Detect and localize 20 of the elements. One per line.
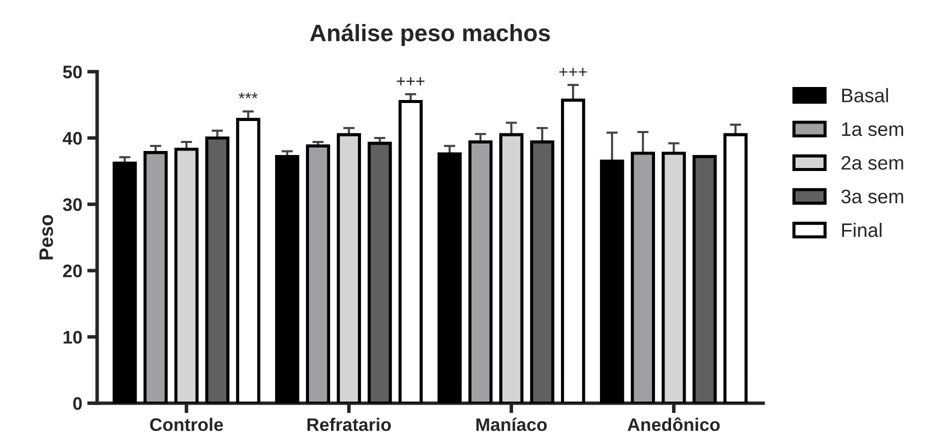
annotation: +++ (396, 77, 424, 86)
y-tick-label: 40 (62, 132, 82, 145)
legend-label: Final (842, 222, 882, 238)
legend-label: Basal (842, 88, 888, 102)
x-tick-label: Anedônico (628, 417, 720, 432)
legend-label: 2a sem (842, 156, 904, 170)
legend-label: 1a sem (842, 122, 904, 136)
y-tick-label: 30 (62, 198, 82, 212)
legend-label: 3a sem (841, 190, 904, 204)
annotation: *** (238, 92, 258, 98)
y-tick-label: 50 (63, 66, 82, 78)
y-axis-title: Peso (39, 214, 54, 260)
x-tick-label: Controle (150, 418, 223, 432)
annotation: +++ (559, 68, 587, 76)
y-tick-label: 10 (64, 330, 82, 344)
chart-title: Análise peso machos (310, 24, 550, 46)
y-tick-label: 20 (63, 264, 82, 278)
x-tick-label: Maníaco (476, 418, 547, 432)
y-tick-label: 0 (73, 397, 82, 410)
x-tick-label: Refratario (307, 418, 391, 432)
